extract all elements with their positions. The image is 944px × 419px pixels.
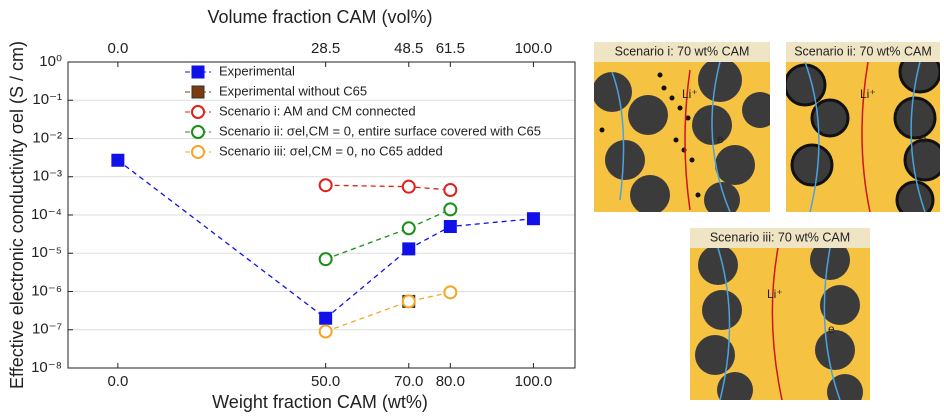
- x-tick-label: 70.0: [394, 373, 423, 390]
- legend-label: Scenario iii: σel,CM = 0, no C65 added: [219, 143, 443, 158]
- electron-label: e: [920, 132, 927, 146]
- y-tick-label: 10⁻⁸: [31, 359, 62, 376]
- x2-tick-label: 28.5: [311, 40, 340, 57]
- x-axis-title: Weight fraction CAM (wt%): [212, 392, 428, 412]
- panel-title: Scenario ii: 70 wt% CAM: [794, 44, 932, 58]
- legend-label: Scenario i: AM and CM connected: [219, 103, 416, 118]
- marker: [443, 285, 458, 300]
- y-tick-label: 10⁰: [39, 53, 62, 70]
- marker: [401, 294, 416, 309]
- x2-tick-label: 100.0: [515, 40, 553, 57]
- marker: [402, 242, 416, 256]
- ion-label: Li⁺: [860, 87, 876, 101]
- ion-label: Li⁺: [767, 287, 783, 301]
- series-line: [325, 208, 451, 260]
- marker: [401, 221, 416, 236]
- marker: [526, 212, 540, 226]
- ion-label: Li⁺: [682, 87, 698, 101]
- legend-marker: [191, 125, 205, 139]
- x2-tick-label: 48.5: [394, 40, 423, 57]
- electron-label: e: [717, 132, 724, 146]
- marker: [111, 153, 125, 167]
- illustration-i: Scenario i: 70 wt% CAM Li⁺ e: [594, 42, 770, 212]
- panel-title: Scenario iii: 70 wt% CAM: [710, 230, 850, 244]
- panel-title: Scenario i: 70 wt% CAM: [615, 44, 750, 58]
- marker: [318, 252, 333, 267]
- y-tick-label: 10⁻³: [32, 168, 62, 185]
- y-tick-label: 10⁻²: [32, 129, 62, 146]
- plot-frame: [67, 61, 576, 369]
- y-tick-label: 10⁻⁶: [31, 282, 62, 299]
- illustration-iii: Scenario iii: 70 wt% CAM Li⁺ e: [690, 228, 870, 400]
- y-axis-title: Effective electronic conductivity σel (S…: [7, 41, 27, 389]
- legend-marker: [191, 65, 205, 79]
- y-tick-label: 10⁻¹: [32, 91, 62, 108]
- x-tick-label: 80.0: [436, 373, 465, 390]
- legend-label: Experimental: [219, 63, 295, 78]
- legend-marker: [191, 105, 205, 119]
- legend-label: Experimental without C65: [219, 83, 367, 98]
- series-line: [325, 184, 451, 191]
- marker: [319, 311, 333, 325]
- x-tick-label: 100.0: [515, 373, 553, 390]
- marker: [443, 202, 458, 217]
- marker: [318, 178, 333, 193]
- y-tick-label: 10⁻⁴: [31, 206, 62, 223]
- legend-label: Scenario ii: σel,CM = 0, entire surface …: [219, 123, 541, 138]
- series-line: [325, 291, 451, 333]
- marker: [401, 179, 416, 194]
- marker: [318, 324, 333, 339]
- x-tick-label: 0.0: [107, 373, 128, 390]
- y-tick-label: 10⁻⁷: [32, 321, 62, 338]
- x-tick-label: 50.0: [311, 373, 340, 390]
- x2-tick-label: 0.0: [107, 40, 128, 57]
- legend-marker: [191, 145, 205, 159]
- x2-tick-label: 61.5: [436, 40, 465, 57]
- marker: [443, 220, 457, 234]
- marker: [443, 183, 458, 198]
- illustration-ii: Scenario ii: 70 wt% CAM Li⁺ e: [786, 42, 940, 212]
- legend-marker: [191, 85, 205, 99]
- electron-label: e: [828, 322, 835, 336]
- x2-axis-title: Volume fraction CAM (vol%): [207, 7, 432, 27]
- y-tick-label: 10⁻⁵: [31, 244, 62, 261]
